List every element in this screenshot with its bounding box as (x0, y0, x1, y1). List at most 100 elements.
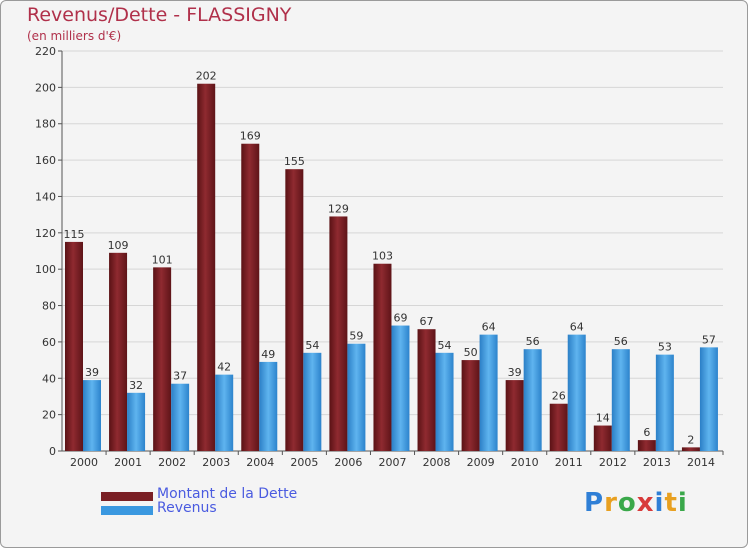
x-tick-label: 2000 (70, 456, 98, 469)
legend-label-revenus: Revenus (157, 500, 217, 516)
data-label-revenus: 49 (261, 348, 275, 361)
y-tick-label: 200 (35, 81, 56, 94)
data-label-revenus: 42 (217, 361, 231, 374)
data-label-debt: 103 (372, 250, 393, 263)
data-label-revenus: 32 (129, 379, 143, 392)
logo-letter: i (654, 488, 665, 518)
bar-debt (549, 403, 568, 451)
data-label-revenus: 64 (570, 321, 584, 334)
bar-debt (505, 380, 524, 451)
bar-revenus (611, 349, 630, 451)
x-tick-label: 2004 (246, 456, 274, 469)
data-label-debt: 6 (643, 426, 650, 439)
chart-subtitle: (en milliers d'€) (27, 29, 122, 43)
y-tick-label: 100 (35, 263, 56, 276)
data-label-revenus: 64 (482, 321, 496, 334)
bar-revenus (479, 334, 498, 451)
bar-revenus (347, 343, 366, 451)
data-label-revenus: 69 (393, 312, 407, 325)
data-label-revenus: 54 (305, 339, 319, 352)
data-label-debt: 26 (552, 390, 566, 403)
bar-debt (329, 216, 348, 451)
x-tick-label: 2014 (687, 456, 715, 469)
data-label-debt: 50 (464, 346, 478, 359)
y-tick-label: 140 (35, 190, 56, 203)
legend-swatch-debt (101, 492, 153, 501)
bar-revenus (567, 334, 586, 451)
logo-letter: P (584, 488, 605, 518)
bar-debt (197, 83, 216, 452)
data-label-revenus: 54 (438, 339, 452, 352)
data-label-debt: 2 (687, 433, 694, 446)
bar-revenus (127, 392, 146, 451)
data-label-debt: 109 (108, 239, 129, 252)
bar-revenus (171, 383, 190, 451)
y-tick-label: 40 (42, 372, 56, 385)
data-label-revenus: 39 (85, 366, 99, 379)
bar-debt (241, 143, 260, 451)
logo-letter: i (677, 488, 688, 518)
data-label-revenus: 37 (173, 370, 187, 383)
data-label-debt: 202 (196, 70, 217, 83)
logo-letter: o (617, 488, 637, 518)
bar-revenus (391, 325, 410, 451)
legend-swatch-revenus (101, 506, 153, 515)
bar-revenus (435, 352, 454, 451)
y-tick-label: 120 (35, 227, 56, 240)
y-tick-label: 80 (42, 300, 56, 313)
bar-debt (373, 263, 392, 451)
y-tick-label: 20 (42, 409, 56, 422)
x-tick-label: 2005 (290, 456, 318, 469)
data-label-revenus: 57 (702, 333, 716, 346)
data-label-debt: 39 (508, 366, 522, 379)
logo-letter: r (604, 488, 618, 518)
bar-debt (153, 267, 172, 451)
y-tick-label: 220 (35, 45, 56, 58)
logo-letter: t (664, 488, 678, 518)
x-tick-label: 2009 (467, 456, 495, 469)
bar-debt (593, 425, 612, 451)
chart-title: Revenus/Dette - FLASSIGNY (27, 4, 292, 26)
x-tick-label: 2008 (423, 456, 451, 469)
bar-debt (285, 169, 304, 451)
data-label-revenus: 59 (349, 330, 363, 343)
bar-revenus (83, 380, 101, 451)
data-label-revenus: 53 (658, 341, 672, 354)
data-label-debt: 115 (64, 228, 85, 241)
bar-revenus (523, 349, 542, 451)
x-tick-label: 2003 (202, 456, 230, 469)
y-tick-label: 160 (35, 154, 56, 167)
x-tick-label: 2006 (334, 456, 362, 469)
bar-debt (109, 252, 128, 451)
legend-label-debt: Montant de la Dette (157, 486, 298, 502)
bar-revenus (699, 347, 718, 451)
x-tick-label: 2012 (599, 456, 627, 469)
bar-debt (461, 360, 480, 451)
data-label-debt: 67 (420, 315, 434, 328)
bar-revenus (655, 354, 674, 451)
bar-revenus (215, 374, 234, 451)
x-tick-label: 2007 (379, 456, 407, 469)
proxiti-logo: Proxiti (584, 488, 688, 518)
y-tick-label: 0 (49, 445, 56, 458)
x-tick-label: 2013 (643, 456, 671, 469)
data-label-debt: 14 (596, 412, 610, 425)
bar-revenus (259, 361, 278, 451)
y-tick-label: 180 (35, 118, 56, 131)
x-tick-label: 2001 (114, 456, 142, 469)
data-label-revenus: 56 (614, 335, 628, 348)
data-label-debt: 155 (284, 155, 305, 168)
bar-debt (417, 329, 436, 451)
x-tick-label: 2011 (555, 456, 583, 469)
bar-revenus (303, 352, 322, 451)
data-label-debt: 169 (240, 130, 261, 143)
logo-letter: x (636, 488, 655, 518)
x-tick-label: 2002 (158, 456, 186, 469)
data-label-debt: 101 (152, 253, 173, 266)
data-label-debt: 129 (328, 202, 349, 215)
x-tick-label: 2010 (511, 456, 539, 469)
bar-debt (681, 447, 700, 451)
y-tick-label: 60 (42, 336, 56, 349)
